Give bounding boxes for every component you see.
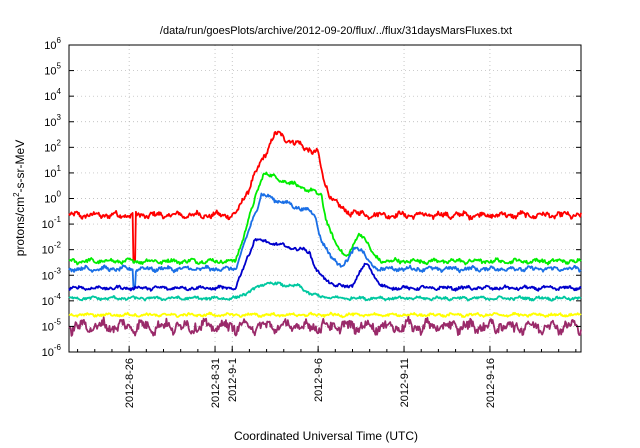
chart-title: /data/run/goesPlots/archive/2012-09-20/f… <box>160 25 512 37</box>
y-tick-base: 10 <box>42 245 54 257</box>
y-tick-label: 10-2 <box>42 241 62 257</box>
y-tick-label: 10-1 <box>42 215 62 231</box>
y-tick-label: 103 <box>44 113 61 129</box>
y-tick-label: 106 <box>44 36 61 52</box>
y-tick-label: 10-4 <box>42 292 62 308</box>
grid-lines <box>69 44 581 353</box>
y-tick-base: 10 <box>44 194 56 206</box>
y-tick-exp: 4 <box>57 87 62 96</box>
y-axis-label-sup: 2 <box>12 192 21 197</box>
y-tick-exp: -3 <box>54 266 62 275</box>
y-tick-exp: 5 <box>57 62 62 71</box>
series-line <box>68 311 582 319</box>
y-tick-exp: 6 <box>57 36 62 45</box>
x-tick-label: 2012-9-1 <box>227 358 239 402</box>
y-tick-base: 10 <box>44 91 56 103</box>
x-tick-label: 2012-9-6 <box>313 358 325 402</box>
series-line <box>68 171 582 266</box>
y-tick-exp: -6 <box>54 343 62 352</box>
y-tick-exp: 2 <box>57 138 62 147</box>
y-tick-exp: -5 <box>54 317 62 326</box>
x-tick-label: 2012-8-31 <box>210 358 222 408</box>
y-tick-base: 10 <box>44 66 56 78</box>
y-tick-label: 100 <box>44 190 61 206</box>
series-line <box>68 130 582 262</box>
y-tick-base: 10 <box>44 40 56 52</box>
y-tick-label: 101 <box>44 164 61 180</box>
y-tick-base: 10 <box>44 117 56 129</box>
series-line <box>68 238 582 292</box>
series-line <box>68 192 582 289</box>
y-tick-exp: 1 <box>57 164 62 173</box>
y-axis-ticks: 10-610-510-410-310-210-11001011021031041… <box>42 36 581 359</box>
y-tick-label: 10-5 <box>42 317 62 333</box>
y-tick-label: 10-3 <box>42 266 62 282</box>
y-tick-base: 10 <box>42 219 54 231</box>
y-tick-exp: -2 <box>54 241 62 250</box>
x-tick-label: 2012-9-16 <box>485 358 497 408</box>
series-line <box>68 315 582 337</box>
y-tick-base: 10 <box>42 347 54 359</box>
y-tick-base: 10 <box>42 321 54 333</box>
y-tick-exp: -1 <box>54 215 62 224</box>
series-line <box>68 281 582 302</box>
y-tick-label: 102 <box>44 138 61 154</box>
series-group <box>68 130 582 337</box>
y-axis-label-main: protons/cm <box>13 197 27 256</box>
y-tick-label: 10-6 <box>42 343 62 359</box>
y-tick-exp: 3 <box>57 113 62 122</box>
x-tick-label: 2012-9-11 <box>399 358 411 407</box>
y-tick-exp: -4 <box>54 292 62 301</box>
y-tick-exp: 0 <box>57 190 62 199</box>
y-tick-base: 10 <box>42 270 54 282</box>
x-axis-label: Coordinated Universal Time (UTC) <box>234 429 418 443</box>
y-axis-label-tail: -s-sr-MeV <box>13 140 27 193</box>
x-axis-ticks: 2012-8-26 2012-8-31 2012-9-1 2012-9-6 2012-9… <box>77 346 577 408</box>
y-tick-label: 105 <box>44 62 61 78</box>
y-axis-label: protons/cm2-s-sr-MeV <box>12 140 27 256</box>
x-tick-label: 2012-8-26 <box>124 358 136 408</box>
y-tick-base: 10 <box>42 296 54 308</box>
y-tick-base: 10 <box>44 142 56 154</box>
y-tick-label: 104 <box>44 87 61 103</box>
y-tick-base: 10 <box>44 168 56 180</box>
